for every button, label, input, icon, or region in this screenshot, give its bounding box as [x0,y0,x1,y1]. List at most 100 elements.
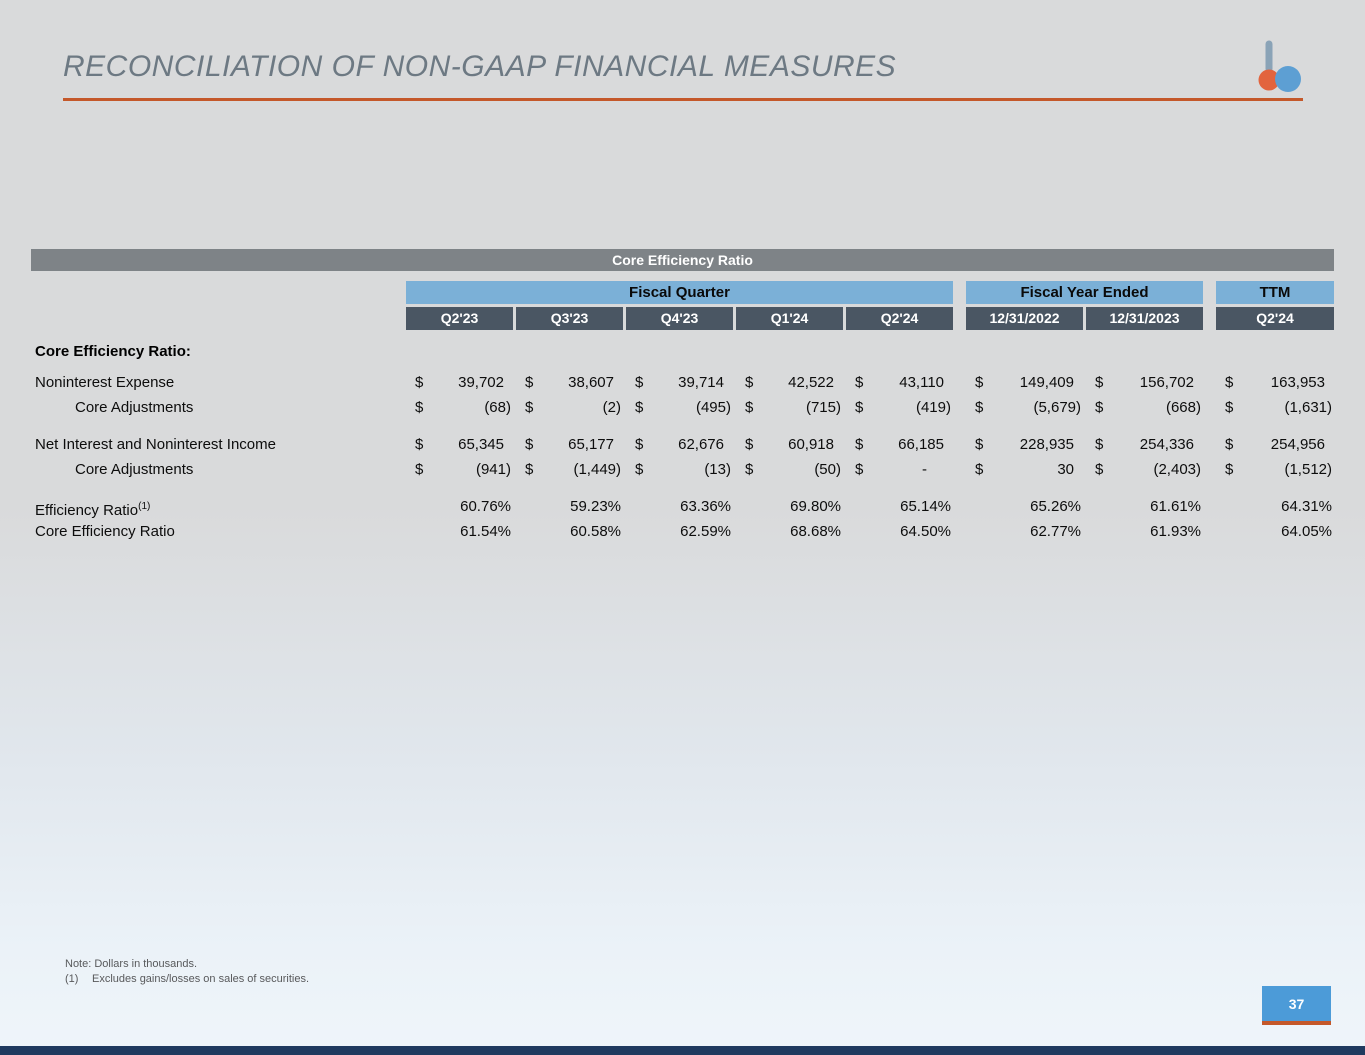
value-text: 39,714 [678,374,724,391]
row-label: Core Adjustments [31,395,403,420]
currency-symbol: $ [635,399,644,416]
value-cell: 59.23% [516,494,623,519]
value-text: (715) [805,399,841,416]
value-text: 65,177 [568,436,614,453]
footnote-1-marker: (1) [65,973,79,985]
value-cell: $65,345 [406,432,513,457]
value-cell: $163,953 [1216,370,1334,395]
value-text: 65.26% [1030,498,1081,515]
value-text: 61.61% [1150,498,1201,515]
value-text: 68.68% [790,523,841,540]
value-text: 63.36% [680,498,731,515]
company-logo-icon [1256,38,1304,99]
currency-symbol: $ [745,374,754,391]
page-number-underline [1262,1021,1331,1025]
value-cell: $39,714 [626,370,733,395]
value-text: 65.14% [900,498,951,515]
currency-symbol: $ [975,399,984,416]
currency-symbol: $ [415,436,424,453]
currency-symbol: $ [1095,399,1104,416]
table-body: Noninterest Expense $39,702 $38,607 $39,714… [31,370,1334,544]
row-label-text: Core Efficiency Ratio [35,523,175,540]
currency-symbol: $ [745,399,754,416]
value-text: (5,679) [1033,399,1081,416]
currency-symbol: $ [1225,461,1234,478]
value-text: 60.76% [460,498,511,515]
table-row: Core Adjustments $ (941) $ (1,449) $ (13) $ (50)… [31,457,1334,482]
row-label: Efficiency Ratio(1) [31,494,403,519]
table-row: Core Adjustments $ (68) $ (2) $ (495) $ (715) $ (4… [31,395,1334,420]
table-row: Core Efficiency Ratio 61.54% 60.58% 62.59% 6… [31,519,1334,544]
currency-symbol: $ [415,374,424,391]
value-cell: $38,607 [516,370,623,395]
currency-symbol: $ [525,461,534,478]
value-cell: 61.61% [1086,494,1203,519]
currency-symbol: $ [635,461,644,478]
value-text: (1,449) [573,461,621,478]
value-cell: 64.50% [846,519,953,544]
value-cell: $ (13) [626,457,733,482]
value-text: 254,336 [1139,436,1194,453]
page-number: 37 [1288,995,1305,1012]
value-text: (2) [602,399,621,416]
value-text: (495) [695,399,731,416]
value-cell: 68.68% [736,519,843,544]
value-cell: $66,185 [846,432,953,457]
currency-symbol: $ [855,461,864,478]
value-text: 149,409 [1019,374,1074,391]
value-text: 62.59% [680,523,731,540]
row-label-text: Net Interest and Noninterest Income [35,436,276,453]
column-header-q3-23: Q3'23 [516,307,623,330]
value-text: (50) [814,461,841,478]
footnote-1-text: Excludes gains/losses on sales of securi… [92,973,310,985]
value-text: (1,512) [1284,461,1332,478]
column-header-row: Q2'23 Q3'23 Q4'23 Q1'24 Q2'24 12/31/2022… [31,307,1334,330]
group-header-fiscal-year-ended: Fiscal Year Ended [966,281,1203,304]
value-cell: $ (668) [1086,395,1203,420]
column-header-spacer [31,307,403,330]
currency-symbol: $ [635,374,644,391]
value-cell: 60.76% [406,494,513,519]
core-efficiency-ratio-table: Core Efficiency Ratio Fiscal Quarter Fis… [31,249,1334,544]
currency-symbol: $ [975,461,984,478]
value-text: 43,110 [899,374,944,391]
value-text: (2,403) [1153,461,1201,478]
group-header-row: Fiscal Quarter Fiscal Year Ended TTM [31,281,1334,304]
value-cell: 63.36% [626,494,733,519]
currency-symbol: $ [1095,436,1104,453]
value-text: 64.50% [900,523,951,540]
section-header-row: Core Efficiency Ratio: [31,338,1334,366]
value-cell: 65.14% [846,494,953,519]
value-cell: $ (715) [736,395,843,420]
value-text: 228,935 [1019,436,1074,453]
currency-symbol: $ [745,461,754,478]
value-text: 62,676 [678,436,724,453]
value-cell: $149,409 [966,370,1083,395]
value-cell: $39,702 [406,370,513,395]
currency-symbol: $ [975,436,984,453]
value-cell: 62.59% [626,519,733,544]
title-underline [63,98,1303,101]
value-cell: $ - [846,457,953,482]
currency-symbol: $ [415,399,424,416]
column-header-fy-2023: 12/31/2023 [1086,307,1203,330]
value-cell: 69.80% [736,494,843,519]
value-text: - [922,461,927,478]
value-text: 156,702 [1139,374,1194,391]
currency-symbol: $ [1095,374,1104,391]
currency-symbol: $ [525,436,534,453]
section-label: Core Efficiency Ratio: [35,343,191,360]
value-text: 30 [1057,461,1074,478]
group-header-ttm: TTM [1216,281,1334,304]
column-header-q1-24: Q1'24 [736,307,843,330]
footnotes: Note: Dollars in thousands. (1) Excludes … [65,957,309,987]
value-cell: $ (419) [846,395,953,420]
column-header-q2-23: Q2'23 [406,307,513,330]
value-cell: $ (2,403) [1086,457,1203,482]
value-text: 60,918 [788,436,834,453]
value-cell: $ (495) [626,395,733,420]
column-header-ttm-q2-24: Q2'24 [1216,307,1334,330]
currency-symbol: $ [855,399,864,416]
value-text: 39,702 [458,374,504,391]
value-cell: 64.05% [1216,519,1334,544]
